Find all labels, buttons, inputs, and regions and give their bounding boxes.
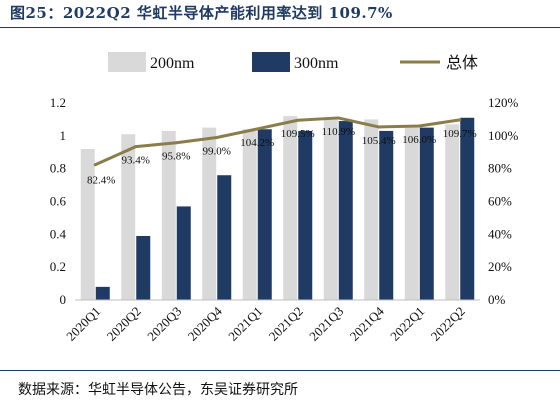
total-point-2020Q2 [134, 145, 138, 149]
right-tick-label: 20% [488, 259, 512, 274]
total-data-label-2022Q2: 109.7% [443, 128, 477, 140]
total-data-label-2021Q1: 104.2% [240, 137, 274, 149]
x-tick-label: 2020Q4 [185, 303, 226, 344]
x-tick-label: 2022Q1 [387, 304, 427, 344]
x-tick-label: 2021Q2 [266, 304, 306, 344]
total-data-label-2020Q1: 82.4% [87, 175, 115, 187]
x-tick-label: 2021Q1 [225, 304, 265, 344]
total-data-label-2020Q2: 93.4% [122, 155, 150, 167]
x-tick-label: 2020Q3 [144, 304, 184, 344]
x-tick-label: 2020Q2 [104, 304, 144, 344]
total-point-2021Q2 [296, 118, 300, 122]
right-tick-label: 120% [488, 95, 519, 110]
bar-200nm-2020Q4 [202, 127, 217, 300]
bar-200nm-2022Q1 [404, 127, 419, 300]
right-tick-label: 0% [488, 292, 506, 307]
bar-300nm-2022Q2 [460, 117, 475, 301]
bar-200nm-2021Q3 [323, 117, 338, 301]
x-tick-label: 2022Q2 [428, 304, 468, 344]
legend-swatch-200nm [108, 52, 146, 72]
left-tick-label: 0 [60, 292, 67, 307]
figure-title: 图25：2022Q2 华虹半导体产能利用率达到 109.7% [10, 4, 393, 22]
right-tick-label: 40% [488, 226, 512, 241]
source-note: 数据来源：华虹半导体公告，东吴证券研究所 [18, 382, 298, 398]
left-tick-label: 0.8 [50, 161, 66, 176]
total-point-2022Q1 [417, 124, 421, 128]
left-tick-label: 0.6 [50, 194, 67, 209]
total-data-label-2021Q2: 109.5% [281, 128, 315, 140]
total-point-2021Q3 [336, 116, 340, 120]
total-data-label-2021Q3: 110.9% [321, 126, 355, 138]
left-axis: 0 0.2 0.4 0.6 0.8 1 1.2 [50, 95, 67, 307]
total-point-2022Q2 [458, 118, 462, 122]
x-axis: 2020Q1 2020Q2 2020Q3 2020Q4 2021Q1 2021Q2 2021… [63, 299, 480, 344]
total-point-2020Q3 [174, 141, 178, 145]
bar-200nm-2021Q2 [283, 116, 298, 300]
total-point-2020Q4 [215, 135, 219, 139]
bar-200nm-2021Q4 [364, 119, 379, 301]
left-tick-label: 0.4 [50, 226, 67, 241]
left-tick-label: 0.2 [50, 259, 66, 274]
legend-label-total: 总体 [446, 54, 478, 72]
right-axis: 0% 20% 40% 60% 80% 100% 120% [488, 95, 519, 307]
total-point-2020Q1 [93, 163, 97, 167]
total-data-label-2022Q1: 106.0% [402, 134, 436, 146]
x-tick-label: 2020Q1 [63, 304, 103, 344]
bar-300nm-2020Q3 [176, 206, 191, 300]
total-point-2021Q1 [255, 127, 259, 131]
bar-300nm-2020Q1 [95, 286, 110, 300]
source-rule [0, 370, 560, 371]
total-data-label-2020Q3: 95.8% [162, 151, 190, 163]
legend-label-300nm: 300nm [294, 55, 339, 72]
bar-200nm-2020Q2 [121, 134, 136, 300]
line-series: 82.4% 93.4% 95.8% 99.0% 104.2% 109.5% 110.9% 10… [87, 116, 477, 187]
bar-series [80, 116, 475, 301]
x-tick-label: 2021Q3 [306, 304, 346, 344]
title-rule [0, 27, 560, 28]
legend: 200nm 300nm 总体 [108, 52, 478, 72]
total-data-label-2021Q4: 105.4% [362, 135, 396, 147]
bar-300nm-2021Q4 [379, 130, 394, 300]
left-tick-label: 1 [60, 128, 67, 143]
bar-200nm-2022Q2 [445, 124, 460, 300]
bar-300nm-2021Q1 [257, 129, 272, 300]
total-point-2021Q4 [377, 125, 381, 129]
legend-swatch-300nm [252, 52, 290, 72]
bar-300nm-2021Q3 [338, 121, 353, 300]
total-data-label-2020Q4: 99.0% [203, 145, 231, 157]
legend-label-200nm: 200nm [150, 55, 195, 72]
bar-200nm-2021Q1 [242, 129, 257, 300]
right-tick-label: 60% [488, 194, 512, 209]
left-tick-label: 1.2 [50, 95, 66, 110]
bar-200nm-2020Q1 [80, 148, 95, 300]
right-tick-label: 100% [488, 128, 519, 143]
total-utilization-line [94, 116, 460, 167]
bar-200nm-2020Q3 [161, 130, 176, 300]
bar-300nm-2020Q4 [217, 175, 232, 300]
bar-300nm-2022Q1 [419, 127, 434, 300]
bar-300nm-2021Q2 [298, 130, 313, 300]
x-tick-label: 2021Q4 [347, 303, 388, 344]
bar-300nm-2020Q2 [136, 235, 151, 300]
right-tick-label: 80% [488, 161, 512, 176]
